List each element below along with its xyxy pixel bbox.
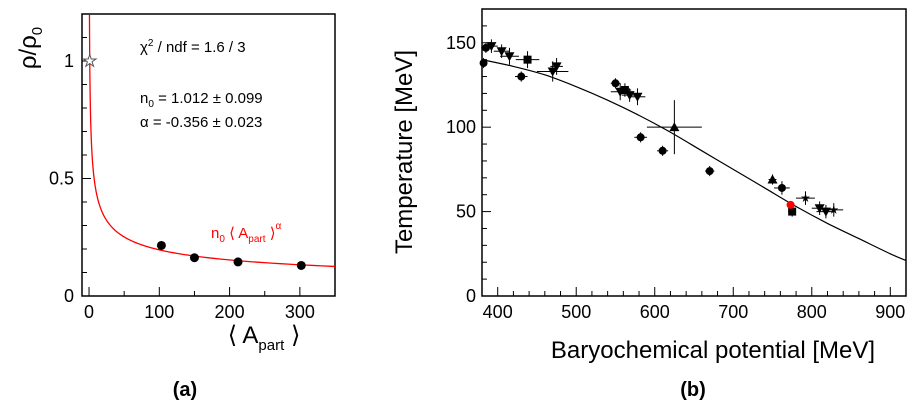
panel-b-label: (b): [680, 379, 706, 401]
y-tick-label: 0: [64, 286, 74, 306]
y-tick-label: 50: [456, 202, 476, 222]
marker-circle: [233, 257, 243, 267]
marker-circle: [786, 200, 795, 209]
y-tick-label: 150: [446, 33, 476, 53]
panel-a-chi2-annotation: χ2 / ndf = 1.6 / 3: [140, 38, 246, 56]
panel-b-x-axis-label: Baryochemical potential [MeV]: [551, 337, 875, 364]
panel-a: 0 100 200 300 0 0.5 1 ρ/ρ0 ⟨ Apart ⟩ χ2 / ndf …: [15, 13, 336, 401]
panel-a-ticks: [82, 13, 336, 297]
marker-square: [620, 86, 629, 95]
marker-triangle-down: [496, 47, 507, 57]
panel-b-data-points: [479, 39, 844, 219]
x-tick-label: 300: [285, 302, 315, 322]
marker-star: [829, 205, 839, 214]
marker-triangle-down: [632, 92, 643, 102]
marker-circle: [517, 72, 526, 81]
marker-circle: [479, 59, 488, 68]
panel-a-tick-labels: 0 100 200 300 0 0.5 1: [49, 51, 315, 322]
x-tick-label: 400: [483, 302, 513, 322]
marker-star: [81, 52, 98, 68]
panel-a-frame: [81, 13, 336, 297]
x-tick-label: 0: [84, 302, 94, 322]
panel-a-data-points: [156, 240, 306, 270]
panel-b-y-axis-label: Temperature [MeV]: [391, 50, 418, 254]
panel-b-tick-labels: 400 500 600 700 800 900 0 50 100 150: [446, 33, 905, 322]
x-tick-label: 500: [561, 302, 591, 322]
x-tick-label: 600: [640, 302, 670, 322]
marker-triangle-down: [624, 91, 635, 101]
panel-a-alpha-annotation: α = -0.356 ± 0.023: [140, 114, 262, 131]
x-tick-label: 100: [144, 302, 174, 322]
panel-b-ticks: [482, 8, 891, 297]
marker-triangle-down: [504, 52, 515, 62]
panel-b-frame: [481, 8, 907, 297]
marker-circle: [658, 146, 667, 155]
marker-circle: [611, 79, 620, 88]
panel-b-curve: [481, 59, 907, 262]
panel-a-x-axis-label: ⟨ Apart ⟩: [228, 322, 301, 354]
panel-a-label: (a): [173, 379, 197, 401]
marker-circle: [189, 253, 199, 263]
x-tick-label: 800: [797, 302, 827, 322]
marker-circle: [705, 167, 714, 176]
marker-circle: [296, 260, 306, 270]
marker-triangle-down: [551, 62, 562, 72]
marker-triangle-down: [547, 67, 558, 77]
x-tick-label: 700: [718, 302, 748, 322]
marker-square: [788, 207, 797, 216]
panel-a-reference-point: [81, 52, 98, 68]
y-tick-label: 1: [64, 51, 74, 71]
marker-triangle-up: [669, 122, 680, 132]
marker-triangle-up: [767, 174, 778, 184]
marker-square: [523, 55, 532, 64]
marker-star: [800, 193, 811, 202]
panel-a-n0-annotation: n0 = 1.012 ± 0.099: [140, 90, 263, 110]
x-tick-label: 900: [875, 302, 905, 322]
marker-circle: [777, 183, 786, 192]
marker-circle: [156, 240, 166, 250]
marker-circle: [636, 133, 645, 142]
y-tick-label: 0.5: [49, 169, 74, 189]
panel-b: 400 500 600 700 800 900 0 50 100 150 Temperature …: [391, 8, 907, 401]
y-tick-label: 0: [466, 286, 476, 306]
panel-a-fit-curve: [88, 14, 336, 268]
y-tick-label: 100: [446, 117, 476, 137]
marker-triangle-down: [486, 42, 497, 52]
x-tick-label: 200: [215, 302, 245, 322]
panel-a-y-axis-label: ρ/ρ0: [15, 27, 46, 69]
marker-triangle-down: [814, 204, 825, 214]
panel-a-fit-label: n0 ⟨ Apart ⟩α: [211, 221, 282, 245]
